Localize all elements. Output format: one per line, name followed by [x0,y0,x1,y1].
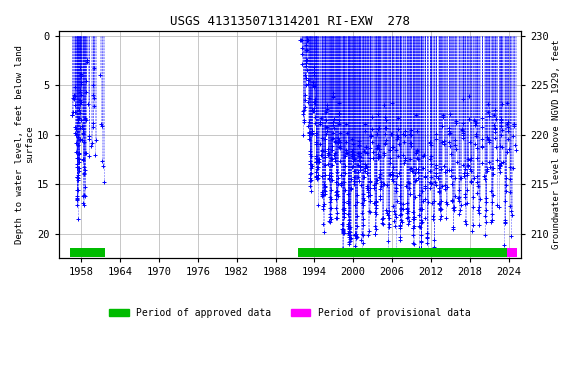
Y-axis label: Groundwater level above NGVD 1929, feet: Groundwater level above NGVD 1929, feet [552,40,561,249]
Legend: Period of approved data, Period of provisional data: Period of approved data, Period of provi… [105,304,475,322]
Title: USGS 413135071314201 RI-EXW  278: USGS 413135071314201 RI-EXW 278 [170,15,410,28]
Y-axis label: Depth to water level, feet below land
surface: Depth to water level, feet below land su… [15,45,35,244]
